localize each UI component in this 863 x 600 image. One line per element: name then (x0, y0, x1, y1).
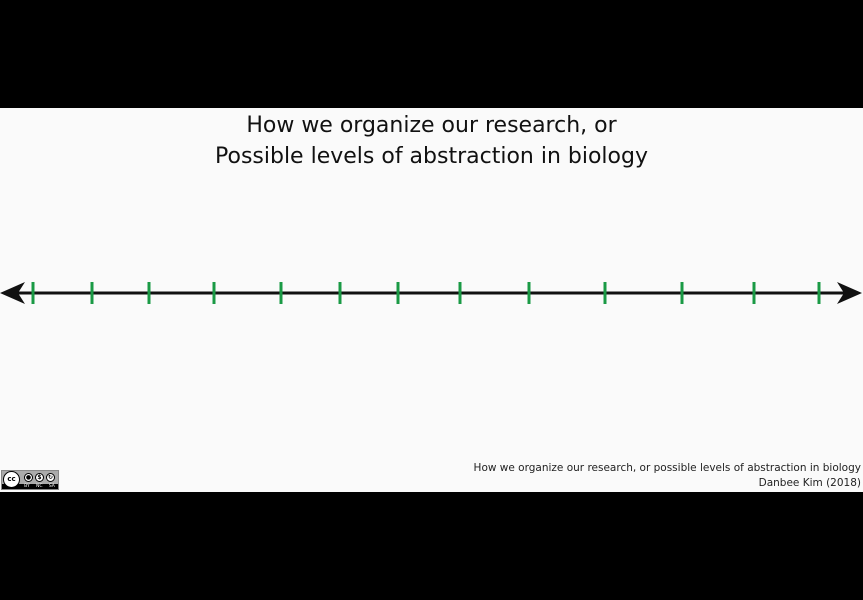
creative-commons-by-nc-sa-icon: cc ● $ ↻ BY NC SA (1, 470, 59, 490)
cc-icon: cc (3, 471, 20, 488)
cc-nc-label: NC (36, 483, 43, 490)
diagram-title: How we organize our research, or Possibl… (0, 108, 863, 172)
attribution-icon: ● (24, 473, 33, 482)
cc-by-label: BY (24, 483, 30, 490)
number-line (0, 268, 863, 318)
sharealike-icon: ↻ (46, 473, 55, 482)
noncommercial-icon: $ (35, 473, 44, 482)
caption-author: Danbee Kim (2018) (474, 476, 861, 491)
diagram-canvas: How we organize our research, or Possibl… (0, 108, 863, 492)
caption: How we organize our research, or possibl… (474, 461, 861, 491)
title-line-2: Possible levels of abstraction in biolog… (0, 141, 863, 172)
caption-title: How we organize our research, or possibl… (474, 461, 861, 476)
title-line-1: How we organize our research, or (0, 110, 863, 141)
cc-sa-label: SA (49, 483, 55, 490)
